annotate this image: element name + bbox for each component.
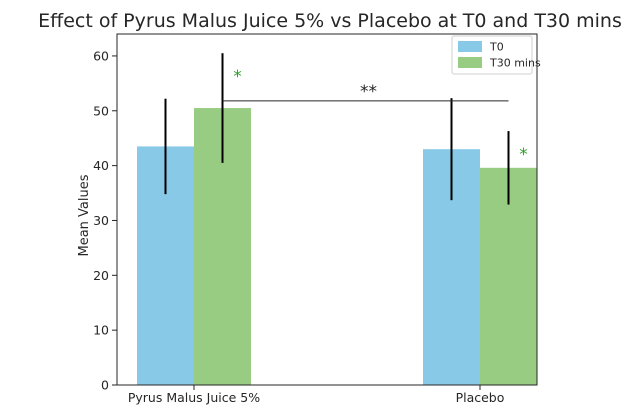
y-tick-label: 20: [93, 268, 109, 283]
y-axis-ticks: 0 10 20 30 40 50 60: [93, 48, 117, 393]
significance-star: *: [233, 67, 242, 87]
legend-swatch: [458, 41, 482, 52]
chart-title: Effect of Pyrus Malus Juice 5% vs Placeb…: [38, 10, 622, 32]
error-bars: [164, 53, 510, 205]
legend-swatch: [458, 57, 482, 68]
y-tick-label: 40: [93, 158, 109, 173]
y-tick-label: 0: [101, 378, 109, 393]
bars: [137, 108, 537, 385]
y-tick-label: 60: [93, 48, 109, 63]
y-tick-label: 50: [93, 103, 109, 118]
x-tick-label: Pyrus Malus Juice 5%: [128, 390, 260, 405]
y-tick-label: 10: [93, 323, 109, 338]
comparison-stars: **: [360, 82, 377, 102]
legend-label: T30 mins: [489, 57, 541, 70]
x-axis-ticks: Pyrus Malus Juice 5% Placebo: [128, 385, 505, 405]
axes-frame: [116, 33, 538, 386]
annotations: ****: [222, 67, 528, 165]
x-tick-label: Placebo: [456, 390, 505, 405]
legend: T0 T30 mins: [451, 35, 541, 75]
y-axis-label: Mean Values: [77, 174, 92, 256]
legend-label: T0: [489, 41, 504, 54]
significance-star: *: [519, 145, 528, 165]
y-tick-label: 30: [93, 213, 109, 228]
